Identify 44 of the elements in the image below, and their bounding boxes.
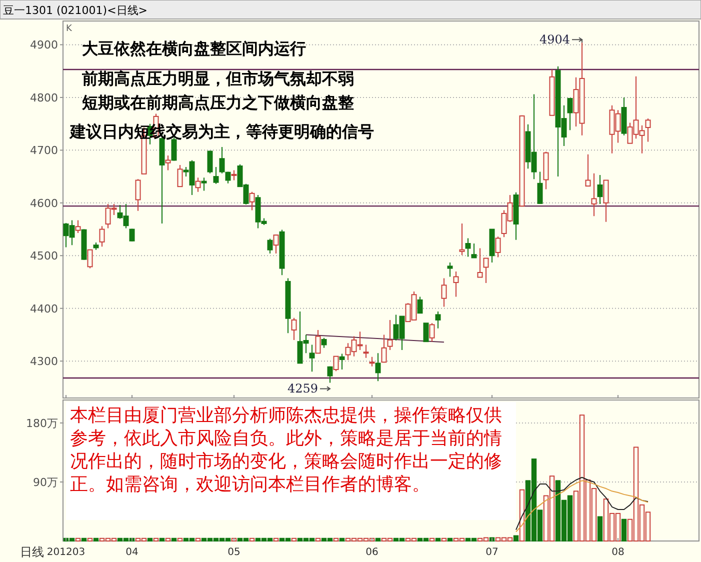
bar — [597, 516, 603, 542]
bar — [513, 535, 519, 542]
y-tick-label: 4400 — [30, 302, 58, 316]
y-tick-label: 4300 — [30, 355, 58, 368]
bar — [81, 538, 87, 542]
bar — [375, 538, 381, 542]
candlestick — [375, 352, 381, 382]
bar — [435, 538, 441, 542]
x-tick-label: 07 — [486, 547, 498, 558]
candlestick — [591, 172, 597, 217]
annotation: 4904 — [539, 32, 570, 47]
bar — [489, 537, 495, 542]
bar — [621, 518, 627, 542]
candlestick — [339, 353, 345, 370]
candlestick — [195, 177, 201, 192]
annotation: 4259 — [287, 382, 318, 396]
bar — [147, 538, 153, 542]
candlestick — [597, 174, 603, 204]
y-tick-label: 4700 — [30, 144, 58, 158]
annotation: 本栏目由厦门营业部分析师陈杰忠提供，操作策略仅供参考，依此入市风险自负。此外，策略是居于当前的情况作出的，随时市场的变化，策略会随时作出一定的修正。如需咨询，欢迎访问本栏目作者的博客。 — [66, 402, 516, 520]
annotation: 大豆依然在横向盘整区间内运行 — [82, 39, 306, 58]
candlestick — [201, 177, 207, 192]
y-tick-label: 4900 — [30, 38, 58, 52]
chart-title: 豆一1301 (021001)<日线> — [3, 4, 148, 17]
y-tick-label: 4500 — [30, 250, 58, 263]
x-axis-title: 日线 — [20, 545, 44, 559]
bar — [339, 538, 345, 542]
x-tick-label: 06 — [366, 547, 378, 558]
y-tick-label: 90万 — [33, 476, 58, 489]
y-tick-label: 180万 — [26, 416, 58, 430]
x-tick-label: 05 — [228, 547, 240, 558]
bar — [171, 538, 177, 542]
bar — [447, 538, 453, 542]
bar — [93, 538, 99, 542]
bar — [159, 538, 165, 542]
y-tick-label: 4800 — [30, 91, 58, 104]
y-tick-label: 4600 — [30, 196, 58, 210]
x-tick-label: 08 — [612, 547, 624, 558]
annotation: K — [66, 24, 73, 34]
candlestick — [309, 344, 315, 372]
annotation: 短期或在前期高点压力之下做横向盘整 — [81, 93, 354, 112]
x-tick-label: 201203 — [46, 547, 86, 558]
x-tick-label: 04 — [126, 547, 138, 558]
annotation: 前期高点压力明显，但市场气氛却不弱 — [81, 69, 354, 88]
